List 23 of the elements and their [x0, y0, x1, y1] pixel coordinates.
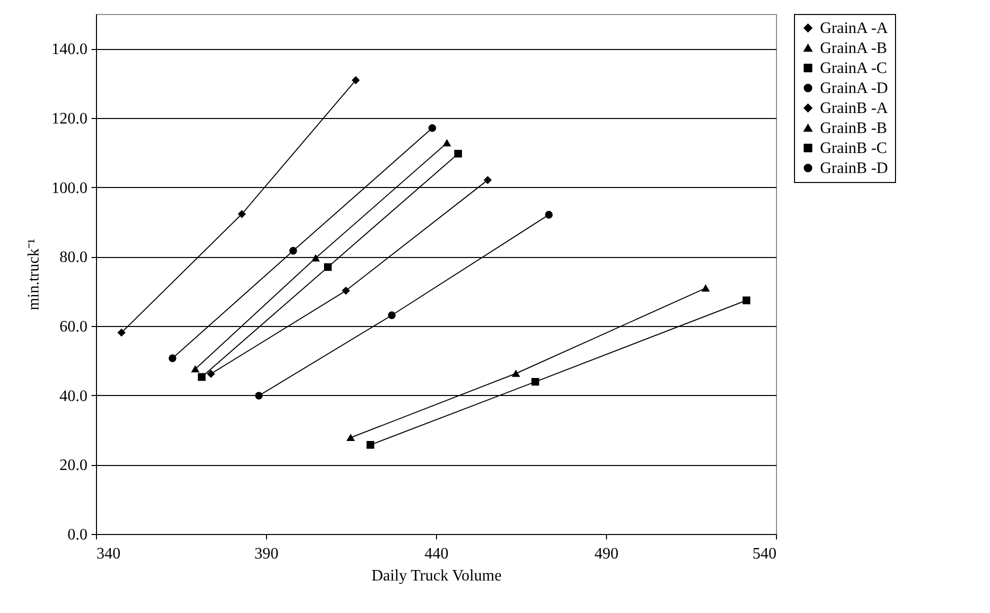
y-tick-label: 100.0	[52, 180, 88, 197]
x-tick-label: 440	[424, 546, 448, 562]
x-axis-title: Daily Truck Volume	[371, 568, 502, 584]
x-tick-label: 540	[752, 546, 776, 562]
y-tick-label: 40.0	[60, 388, 88, 405]
y-tick-label: 120.0	[52, 110, 88, 128]
y-tick-label: 80.0	[60, 249, 88, 266]
y-tick-label: 140.0	[52, 41, 88, 58]
legend-label: GrainA -C	[820, 60, 888, 77]
legend-label: GrainB -B	[820, 120, 888, 137]
legend-label: GrainA -D	[820, 80, 888, 97]
legend-label: GrainA -B	[820, 40, 888, 57]
y-tick-label: 60.0	[60, 318, 88, 336]
x-tick-label: 390	[254, 546, 278, 562]
x-tick-label: 490	[594, 546, 618, 562]
legend-label: GrainB -C	[820, 140, 888, 157]
y-tick-label: 0.0	[68, 526, 88, 544]
x-tick-label: 340	[96, 546, 120, 562]
y-tick-label: 20.0	[60, 457, 88, 474]
legend-label: GrainB -A	[820, 100, 888, 117]
y-axis-title: min.truck⁻¹	[26, 238, 42, 310]
legend-label: GrainB -D	[820, 160, 888, 177]
legend-label: GrainA -A	[820, 20, 888, 37]
